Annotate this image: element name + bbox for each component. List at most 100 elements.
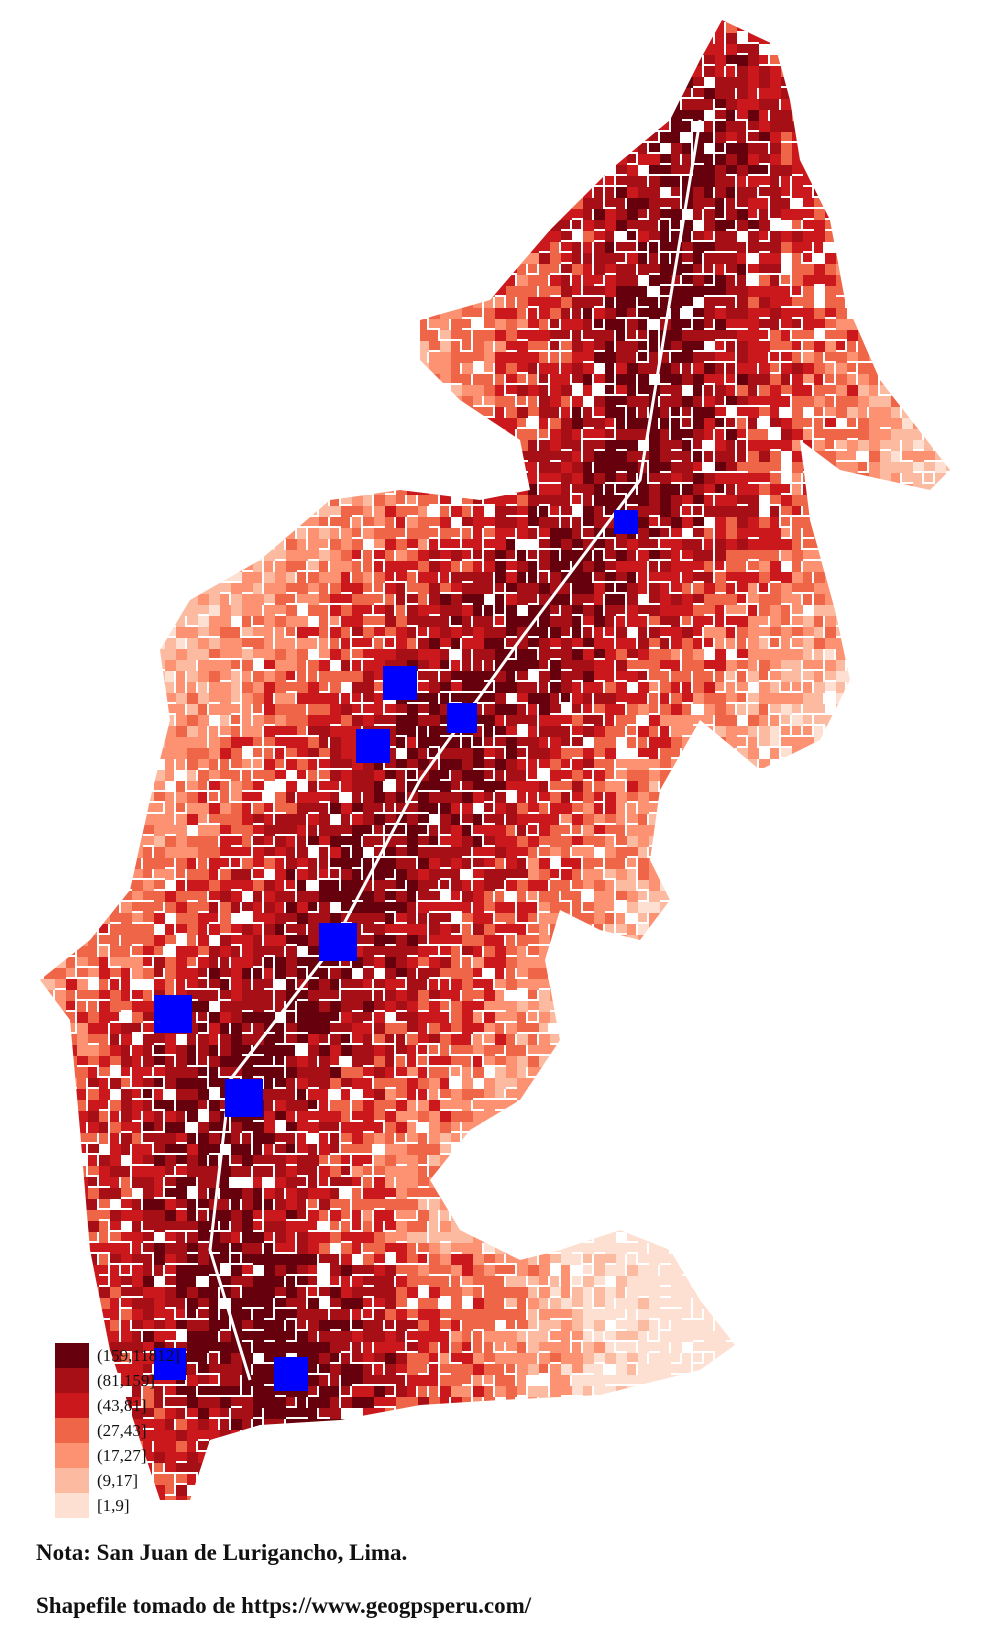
map-block bbox=[242, 0, 253, 9]
map-block bbox=[418, 132, 429, 143]
map-block bbox=[253, 66, 264, 77]
map-block bbox=[429, 44, 440, 55]
map-block bbox=[66, 209, 77, 220]
map-block bbox=[913, 561, 922, 572]
map-block bbox=[770, 297, 781, 308]
map-block bbox=[176, 132, 187, 141]
map-block bbox=[121, 385, 130, 394]
map-block bbox=[165, 407, 176, 418]
map-block bbox=[440, 473, 451, 484]
map-block bbox=[297, 110, 306, 121]
map-block bbox=[385, 374, 396, 383]
map-block bbox=[55, 88, 66, 99]
map-block bbox=[957, 308, 966, 319]
map-block bbox=[605, 275, 616, 286]
map-block bbox=[154, 253, 165, 264]
map-block bbox=[220, 253, 231, 264]
map-block bbox=[539, 242, 550, 251]
map-block bbox=[396, 451, 407, 462]
map-block bbox=[638, 506, 649, 517]
map-block bbox=[88, 110, 99, 119]
map-block bbox=[132, 616, 141, 627]
map-block bbox=[627, 0, 636, 11]
map-block bbox=[726, 385, 735, 396]
map-block bbox=[495, 198, 506, 207]
map-block bbox=[528, 495, 539, 506]
map-block bbox=[0, 154, 11, 163]
map-block bbox=[649, 330, 658, 341]
map-block bbox=[693, 20, 704, 22]
map-block bbox=[847, 440, 858, 451]
map-block bbox=[726, 22, 737, 33]
map-block bbox=[55, 77, 66, 88]
map-block bbox=[110, 209, 119, 218]
map-block bbox=[407, 143, 418, 154]
map-block bbox=[572, 341, 583, 352]
map-block bbox=[979, 616, 988, 627]
map-block bbox=[495, 451, 506, 460]
map-block bbox=[869, 506, 880, 515]
map-block bbox=[308, 20, 319, 22]
map-block bbox=[517, 374, 526, 383]
map-block bbox=[880, 165, 891, 176]
map-block bbox=[143, 561, 154, 572]
map-block bbox=[957, 319, 968, 330]
map-block bbox=[330, 352, 341, 363]
map-block bbox=[220, 275, 229, 286]
map-block bbox=[363, 154, 372, 165]
map-block bbox=[561, 594, 570, 605]
map-block bbox=[616, 550, 627, 561]
map-block bbox=[836, 594, 845, 605]
map-block bbox=[40, 176, 44, 187]
map-block bbox=[671, 275, 680, 284]
map-block bbox=[88, 20, 97, 22]
map-block bbox=[858, 517, 867, 528]
map-block bbox=[11, 330, 22, 339]
map-block bbox=[836, 429, 847, 440]
map-block bbox=[297, 0, 308, 11]
map-block bbox=[198, 165, 209, 176]
map-block bbox=[913, 352, 924, 363]
map-block bbox=[132, 33, 143, 44]
map-block bbox=[99, 528, 110, 539]
map-block bbox=[495, 473, 506, 484]
map-block bbox=[77, 462, 88, 473]
map-block bbox=[484, 264, 495, 275]
map-block bbox=[407, 231, 418, 242]
map-block bbox=[55, 275, 66, 284]
map-block bbox=[627, 121, 638, 132]
map-block bbox=[517, 506, 528, 515]
map-block bbox=[308, 132, 319, 141]
map-block bbox=[418, 264, 429, 273]
map-block bbox=[462, 0, 473, 11]
map-block bbox=[550, 539, 561, 548]
map-block bbox=[44, 407, 55, 418]
map-block bbox=[781, 308, 792, 319]
map-block bbox=[132, 605, 143, 616]
map-block bbox=[946, 110, 950, 121]
map-block bbox=[649, 44, 660, 55]
map-block bbox=[231, 0, 240, 9]
map-block bbox=[759, 264, 770, 273]
map-block bbox=[132, 77, 141, 88]
map-block bbox=[968, 429, 979, 440]
map-block bbox=[374, 594, 383, 603]
map-block bbox=[407, 462, 416, 471]
map-block bbox=[880, 363, 891, 374]
map-block bbox=[737, 0, 748, 11]
map-block bbox=[319, 407, 330, 418]
map-block bbox=[253, 550, 262, 561]
map-block bbox=[550, 44, 559, 55]
map-block bbox=[473, 352, 484, 361]
map-block bbox=[924, 484, 935, 495]
map-block bbox=[814, 154, 825, 163]
map-block bbox=[913, 374, 924, 385]
map-block bbox=[22, 627, 33, 636]
map-block bbox=[715, 385, 726, 396]
map-block bbox=[143, 451, 154, 460]
map-block bbox=[693, 495, 704, 504]
map-block bbox=[770, 330, 781, 341]
map-block bbox=[55, 198, 66, 209]
map-block bbox=[99, 11, 108, 20]
map-block bbox=[858, 605, 869, 616]
